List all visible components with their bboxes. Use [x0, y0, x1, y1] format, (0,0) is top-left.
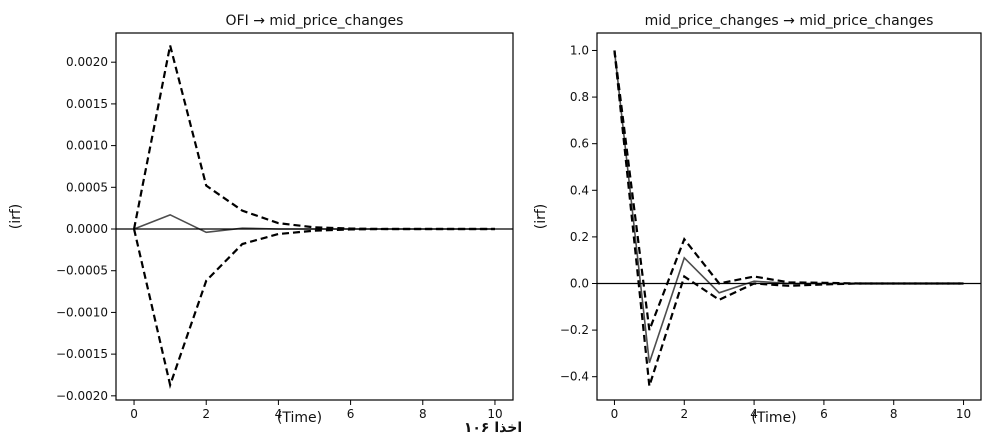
- chart-title: mid_price_changes → mid_price_changes: [645, 13, 934, 29]
- x-tick-label: 2: [680, 407, 688, 421]
- y-tick-label: −0.0005: [56, 264, 108, 278]
- irf-panel-ofi: 0 2 4 6 8 10 −0.0020 −0.0015 −0.0010 −0.0005 0.000…: [8, 13, 514, 426]
- y-axis-label: (irf): [8, 204, 24, 230]
- figure-caption: اخذا ۱۰۶: [464, 420, 522, 436]
- x-axis-label: (Time): [751, 410, 796, 426]
- y-tick-label: 0.0: [570, 276, 589, 290]
- x-tick-label: 2: [202, 407, 210, 421]
- y-tick-label: 0.0005: [66, 180, 108, 194]
- series-line-upper: [613, 50, 964, 331]
- series-line-lower: [132, 227, 495, 389]
- y-tick-label: 0.0020: [66, 55, 108, 69]
- y-tick-label: 0.0010: [66, 139, 108, 153]
- x-axis-label: (Time): [277, 410, 322, 426]
- y-tick-label: 0.0015: [66, 97, 108, 111]
- y-tick-label: 0.4: [570, 183, 589, 197]
- y-tick-label: 0.8: [570, 90, 589, 104]
- axes-frame: [115, 32, 514, 401]
- x-tick-label: 8: [890, 407, 898, 421]
- y-tick-label: −0.2: [560, 323, 589, 337]
- x-tick-label: 0: [611, 407, 619, 421]
- x-tick-label: 4: [750, 407, 758, 421]
- y-axis-label: (irf): [533, 204, 549, 230]
- y-tick-label: −0.0010: [56, 305, 108, 319]
- y-tick-label: 0.6: [570, 137, 589, 151]
- y-tick-label: −0.0015: [56, 347, 108, 361]
- series-line-upper: [132, 45, 495, 231]
- x-tick-label: 6: [820, 407, 828, 421]
- irf-panel-mid-price: 0 2 4 6 8 10 −0.4 −0.2 0.0 0.2 0.4 0.6 0.8 1.0 mid_pri…: [533, 13, 982, 426]
- y-tick-label: −0.4: [560, 370, 589, 384]
- x-tick-label: 8: [419, 407, 427, 421]
- y-tick-label: 0.0000: [66, 222, 108, 236]
- axes-frame: [596, 32, 982, 401]
- y-tick-label: 1.0: [570, 43, 589, 57]
- x-tick-label: 10: [487, 407, 502, 421]
- x-tick-label: 0: [130, 407, 138, 421]
- y-tick-label: 0.2: [570, 230, 589, 244]
- series-line-irf: [613, 50, 964, 363]
- x-tick-label: 10: [956, 407, 971, 421]
- series-line-lower: [613, 50, 964, 387]
- x-tick-label: 6: [347, 407, 355, 421]
- x-tick-label: 4: [275, 407, 283, 421]
- y-tick-label: −0.0020: [56, 389, 108, 403]
- chart-title: OFI → mid_price_changes: [226, 13, 404, 29]
